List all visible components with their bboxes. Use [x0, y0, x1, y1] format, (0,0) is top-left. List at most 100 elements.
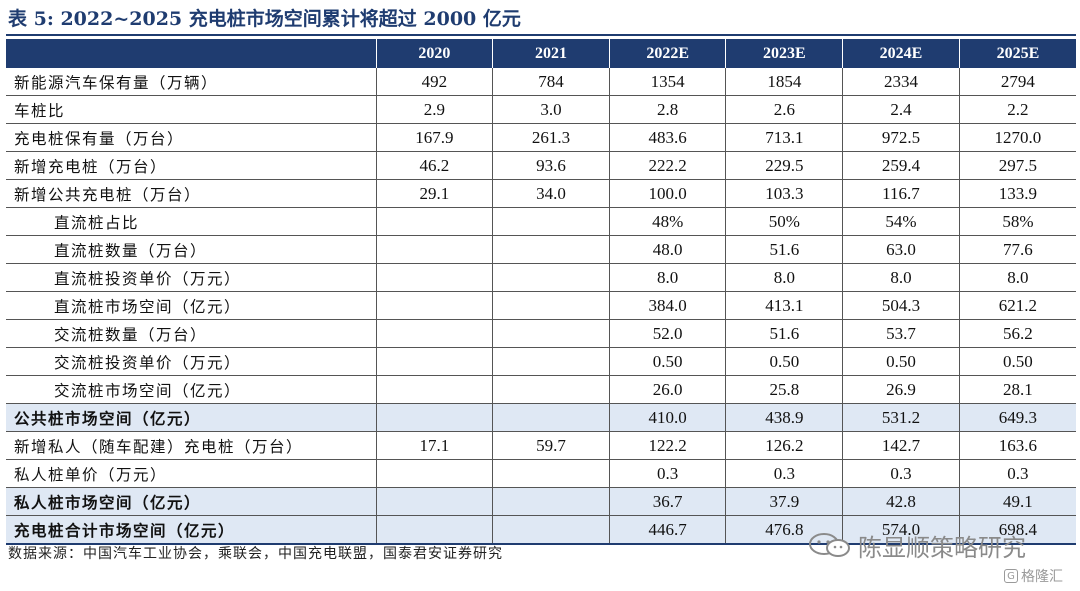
- table-cell: 438.9: [725, 403, 843, 432]
- table-cell: [375, 291, 493, 320]
- table-body: 新能源汽车保有量（万辆） 492 784 1354 1854 2334 2794 车桩比 2.9…: [6, 68, 1076, 545]
- table-cell: 17.1: [375, 431, 493, 460]
- logo-icon: G: [1004, 569, 1018, 583]
- table-cell: 410.0: [608, 403, 726, 432]
- table-cell: 504.3: [842, 291, 960, 320]
- table-title: 表 5: 2022~2025 充电桩市场空间累计将超过 2000 亿元: [8, 8, 521, 30]
- table-row: 新增充电桩（万台） 46.2 93.6 222.2 229.5 259.4 297.5: [6, 151, 1076, 180]
- table-cell: 8.0: [842, 263, 960, 292]
- watermark-text: 陈显顺策略研究: [858, 534, 1026, 562]
- column-header: 2021: [492, 39, 610, 68]
- table-cell: 713.1: [725, 123, 843, 152]
- column-header: 2024E: [842, 39, 960, 68]
- table-cell: 2334: [842, 68, 960, 96]
- table-cell: 100.0: [608, 179, 726, 208]
- row-label: 交流桩投资单价（万元）: [6, 347, 377, 376]
- table-cell: 25.8: [725, 375, 843, 404]
- table-cell: 649.3: [958, 403, 1076, 432]
- table-cell: 0.50: [608, 347, 726, 376]
- table-cell: 0.50: [842, 347, 960, 376]
- table-cell: 3.0: [492, 95, 610, 124]
- table-cell: 0.50: [725, 347, 843, 376]
- table-cell: 492: [375, 68, 493, 96]
- table-row: 直流桩投资单价（万元） 8.0 8.0 8.0 8.0: [6, 263, 1076, 292]
- table-cell: 2.4: [842, 95, 960, 124]
- watermark-secondary: G 格隆汇: [1004, 566, 1063, 586]
- row-label: 直流桩数量（万台）: [6, 235, 377, 264]
- watermark: 陈显顺策略研究: [808, 528, 1026, 563]
- row-label: 直流桩市场空间（亿元）: [6, 291, 377, 320]
- table-row: 车桩比 2.9 3.0 2.8 2.6 2.4 2.2: [6, 95, 1076, 124]
- column-header: 2020: [375, 39, 493, 68]
- table-cell: [492, 459, 610, 488]
- row-label: 新增公共充电桩（万台）: [6, 179, 377, 208]
- row-label: 交流桩市场空间（亿元）: [6, 375, 377, 404]
- table-cell: 297.5: [958, 151, 1076, 180]
- header-corner: [6, 39, 377, 68]
- table-cell: 0.3: [842, 459, 960, 488]
- table-cell: 133.9: [958, 179, 1076, 208]
- table-cell: 621.2: [958, 291, 1076, 320]
- table-cell: 163.6: [958, 431, 1076, 460]
- table-cell: 46.2: [375, 151, 493, 180]
- table-cell: [375, 487, 493, 516]
- table-cell: [492, 319, 610, 348]
- table-row: 新增公共充电桩（万台） 29.1 34.0 100.0 103.3 116.7 133.9: [6, 179, 1076, 208]
- table-row: 直流桩占比 48% 50% 54% 58%: [6, 207, 1076, 236]
- table-row: 交流桩市场空间（亿元） 26.0 25.8 26.9 28.1: [6, 375, 1076, 404]
- table-cell: 222.2: [608, 151, 726, 180]
- table-cell: 50%: [725, 207, 843, 236]
- table-cell: 698.4: [958, 515, 1076, 545]
- table-cell: [492, 403, 610, 432]
- row-label: 直流桩占比: [6, 207, 377, 236]
- table-row: 新能源汽车保有量（万辆） 492 784 1354 1854 2334 2794: [6, 68, 1076, 96]
- table-cell: 261.3: [492, 123, 610, 152]
- table-cell: 0.3: [958, 459, 1076, 488]
- row-label: 新增充电桩（万台）: [6, 151, 377, 180]
- table-cell: 126.2: [725, 431, 843, 460]
- table-cell: 26.9: [842, 375, 960, 404]
- table-cell: [375, 403, 493, 432]
- table-cell: [492, 375, 610, 404]
- table-cell: 1354: [608, 68, 726, 96]
- row-label: 公共桩市场空间（亿元）: [6, 403, 377, 432]
- table-cell: [375, 459, 493, 488]
- row-label: 直流桩投资单价（万元）: [6, 263, 377, 292]
- table-cell: 51.6: [725, 235, 843, 264]
- table-cell: 37.9: [725, 487, 843, 516]
- table-cell: 574.0: [842, 515, 960, 545]
- header-row: 2020 2021 2022E 2023E 2024E 2025E: [6, 39, 1076, 68]
- table-cell: 8.0: [958, 263, 1076, 292]
- table-cell: [375, 207, 493, 236]
- table-cell: 29.1: [375, 179, 493, 208]
- row-label: 车桩比: [6, 95, 377, 124]
- table-cell: [492, 263, 610, 292]
- table-cell: 483.6: [608, 123, 726, 152]
- table-cell: 8.0: [608, 263, 726, 292]
- row-label: 私人桩单价（万元）: [6, 459, 377, 488]
- table-cell: [492, 487, 610, 516]
- table-cell: 77.6: [958, 235, 1076, 264]
- table-cell: 54%: [842, 207, 960, 236]
- title-divider: [6, 34, 1076, 36]
- table-cell: 413.1: [725, 291, 843, 320]
- table-cell: 142.7: [842, 431, 960, 460]
- table-cell: 42.8: [842, 487, 960, 516]
- table-cell: 116.7: [842, 179, 960, 208]
- table-cell: 34.0: [492, 179, 610, 208]
- table-cell: 2.6: [725, 95, 843, 124]
- table-cell: [375, 347, 493, 376]
- table-cell: 1854: [725, 68, 843, 96]
- table-cell: 446.7: [608, 515, 726, 545]
- table-cell: 384.0: [608, 291, 726, 320]
- table-row: 公共桩市场空间（亿元） 410.0 438.9 531.2 649.3: [6, 403, 1076, 432]
- table-row: 交流桩投资单价（万元） 0.50 0.50 0.50 0.50: [6, 347, 1076, 376]
- row-label: 充电桩合计市场空间（亿元）: [6, 515, 377, 545]
- table-cell: 52.0: [608, 319, 726, 348]
- table-cell: 36.7: [608, 487, 726, 516]
- table-cell: 49.1: [958, 487, 1076, 516]
- table-cell: 53.7: [842, 319, 960, 348]
- table-row: 私人桩单价（万元） 0.3 0.3 0.3 0.3: [6, 459, 1076, 488]
- row-label: 新增私人（随车配建）充电桩（万台）: [6, 431, 377, 460]
- table-cell: 259.4: [842, 151, 960, 180]
